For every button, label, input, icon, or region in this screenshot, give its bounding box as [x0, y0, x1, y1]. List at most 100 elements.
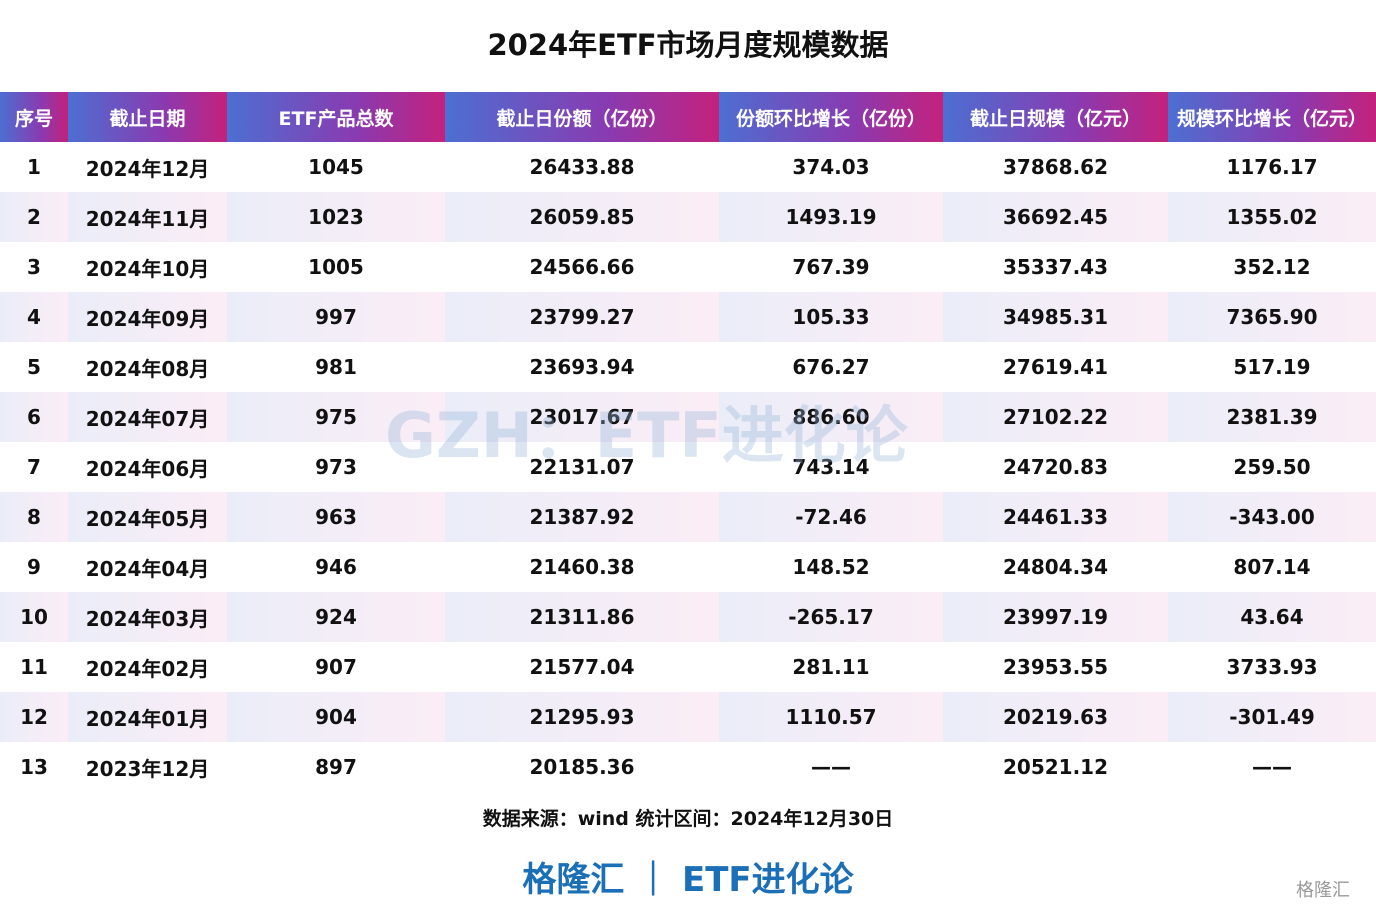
table-cell: 8 — [0, 492, 68, 542]
table-cell: 2024年07月 — [68, 392, 227, 442]
table-cell: -72.46 — [719, 492, 943, 542]
table-cell: 259.50 — [1233, 455, 1311, 479]
table-cell: 20219.63 — [943, 692, 1168, 742]
table-cell: 2024年03月 — [68, 592, 227, 642]
table-cell: 897 — [315, 755, 357, 779]
table-cell: 27619.41 — [1002, 355, 1108, 379]
table-cell: 21387.92 — [445, 492, 719, 542]
column-header: ETF产品总数 — [227, 92, 445, 142]
table-cell: 2023年12月 — [85, 756, 210, 781]
table-cell: 4 — [0, 292, 68, 342]
column-header: 截止日期 — [68, 92, 227, 142]
table-cell: 23953.55 — [1002, 655, 1108, 679]
table-row: 3 2024年10月 1005 24566.66 767.39 35337.43 352.1… — [0, 242, 1376, 292]
table-cell: 904 — [227, 692, 445, 742]
table-cell: 924 — [227, 592, 445, 642]
table-row: 4 2024年09月 997 23799.27 105.33 34985.31 7365.9… — [0, 292, 1376, 342]
table-cell: 374.03 — [792, 155, 870, 179]
table-cell: -265.17 — [719, 592, 943, 642]
table-cell: 2024年09月 — [68, 292, 227, 342]
column-header: 份额环比增长（亿份） — [719, 92, 943, 142]
title: 2024年ETF市场月度规模数据 — [487, 28, 889, 62]
table-cell: 23693.94 — [529, 355, 635, 379]
table-cell: 21460.38 — [529, 555, 635, 579]
table-cell: 21295.93 — [445, 692, 719, 742]
table-cell: 1176.17 — [1226, 155, 1318, 179]
column-header: 截止日份额（亿份） — [445, 92, 719, 142]
table-cell: 973 — [315, 455, 357, 479]
table-row: 9 2024年04月 946 21460.38 148.52 24804.34 807.14 — [0, 542, 1376, 592]
table-cell: 22131.07 — [529, 455, 635, 479]
table-cell: 1493.19 — [719, 192, 943, 242]
table-cell: 34985.31 — [943, 292, 1168, 342]
table-cell: 20185.36 — [529, 755, 635, 779]
table-cell: 24720.83 — [1002, 455, 1108, 479]
table-cell: 105.33 — [719, 292, 943, 342]
table-cell: 3733.93 — [1226, 655, 1318, 679]
column-header: 序号 — [0, 92, 68, 142]
table-row: 2 2024年11月 1023 26059.85 1493.19 36692.45 1355… — [0, 192, 1376, 242]
table-cell: 2024年12月 — [85, 156, 210, 181]
table-cell: 2024年06月 — [85, 456, 210, 481]
table-cell: 7365.90 — [1168, 292, 1376, 342]
table-cell: 2024年04月 — [85, 556, 210, 581]
table-cell: 21311.86 — [445, 592, 719, 642]
table-cell: 13 — [20, 755, 48, 779]
table-cell: 2024年01月 — [68, 692, 227, 742]
table-cell: 23799.27 — [445, 292, 719, 342]
table-cell: 3 — [27, 255, 41, 279]
table-cell: 10 — [0, 592, 68, 642]
table-cell: 43.64 — [1168, 592, 1376, 642]
table-cell: 1023 — [227, 192, 445, 242]
table-cell: 997 — [227, 292, 445, 342]
table-cell: 20521.12 — [1002, 755, 1108, 779]
table-cell: 1045 — [308, 155, 364, 179]
table-row: 8 2024年05月 963 21387.92 -72.46 24461.33 -343.0… — [0, 492, 1376, 542]
table-cell: 1 — [27, 155, 41, 179]
brand: 格隆汇 ｜ ETF进化论 — [522, 860, 854, 900]
table-cell: 12 — [0, 692, 68, 742]
table-cell: 2381.39 — [1168, 392, 1376, 442]
table-row: 10 2024年03月 924 21311.86 -265.17 23997.19 43.6… — [0, 592, 1376, 642]
table-cell: 23997.19 — [943, 592, 1168, 642]
table-cell: 281.11 — [792, 655, 870, 679]
table-row: 6 2024年07月 975 23017.67 886.60 27102.22 2381.3… — [0, 392, 1376, 442]
table-cell: 24461.33 — [943, 492, 1168, 542]
table-cell: -301.49 — [1168, 692, 1376, 742]
table-cell: 352.12 — [1233, 255, 1311, 279]
table-cell: 36692.45 — [943, 192, 1168, 242]
table-cell: 1355.02 — [1168, 192, 1376, 242]
table-cell: 807.14 — [1233, 555, 1311, 579]
table-cell: 981 — [315, 355, 357, 379]
table-cell: 27102.22 — [943, 392, 1168, 442]
table-cell: 2024年02月 — [85, 656, 210, 681]
table-cell: 35337.43 — [1002, 255, 1108, 279]
table-row: 12 2024年01月 904 21295.93 1110.57 20219.63 -301… — [0, 692, 1376, 742]
data-table: 序号 截止日期 ETF产品总数 截止日份额（亿份） 份额环比增长（亿份） 截止日规模（亿元… — [0, 92, 1376, 792]
table-cell: 148.52 — [792, 555, 870, 579]
table-cell: 946 — [315, 555, 357, 579]
table-cell: -343.00 — [1168, 492, 1376, 542]
table-cell: 9 — [27, 555, 41, 579]
table-cell: 24804.34 — [1002, 555, 1108, 579]
table-cell: 2024年11月 — [68, 192, 227, 242]
table-row: 7 2024年06月 973 22131.07 743.14 24720.83 259.50 — [0, 442, 1376, 492]
header-row: 序号 截止日期 ETF产品总数 截止日份额（亿份） 份额环比增长（亿份） 截止日规模（亿元… — [0, 92, 1376, 142]
table-cell: 2024年10月 — [85, 256, 210, 281]
table-cell: 517.19 — [1233, 355, 1311, 379]
table-cell: 26059.85 — [445, 192, 719, 242]
table-cell: 2024年05月 — [68, 492, 227, 542]
table-cell: 1110.57 — [719, 692, 943, 742]
table-cell: 24566.66 — [529, 255, 635, 279]
table-cell: 21577.04 — [529, 655, 635, 679]
table-row: 13 2023年12月 897 20185.36 —— 20521.12 —— — [0, 742, 1376, 792]
table-cell: 767.39 — [792, 255, 870, 279]
table-row: 11 2024年02月 907 21577.04 281.11 23953.55 3733.… — [0, 642, 1376, 692]
table-row: 1 2024年12月 1045 26433.88 374.03 37868.62 1176.… — [0, 142, 1376, 192]
table-cell: 23017.67 — [445, 392, 719, 442]
table-cell: 1005 — [308, 255, 364, 279]
table-cell: —— — [811, 755, 851, 779]
table-cell: 886.60 — [719, 392, 943, 442]
table-cell: 37868.62 — [1002, 155, 1108, 179]
